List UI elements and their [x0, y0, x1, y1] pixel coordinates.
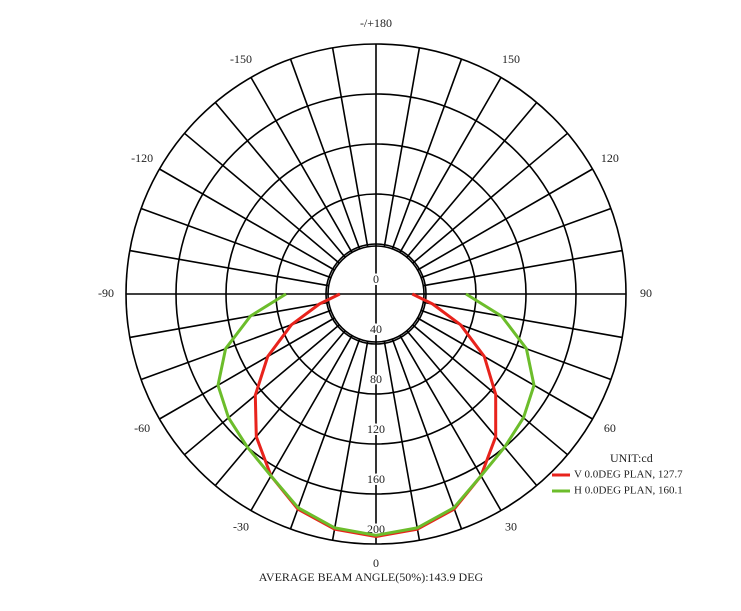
theta-tick-label: -150 — [230, 52, 252, 66]
grid-ring — [275, 193, 477, 395]
grid-ring — [125, 43, 627, 545]
r-tick-label: 80 — [370, 372, 382, 386]
spoke — [250, 77, 353, 253]
spoke — [412, 324, 569, 456]
spoke — [289, 58, 361, 250]
legend-label: H 0.0DEG PLAN, 160.1 — [574, 485, 683, 497]
spoke — [423, 249, 623, 287]
series-line — [216, 292, 536, 537]
spoke — [383, 47, 421, 247]
theta-tick-label: -30 — [233, 520, 249, 534]
theta-tick-label: 60 — [604, 421, 616, 435]
spoke — [420, 207, 612, 279]
theta-tick-label: 90 — [640, 286, 652, 300]
spoke — [183, 324, 340, 456]
spoke — [129, 301, 329, 339]
legend-label: V 0.0DEG PLAN, 127.7 — [574, 469, 683, 481]
theta-tick-label: -120 — [131, 151, 153, 165]
spoke — [159, 317, 335, 420]
spoke — [391, 338, 463, 530]
r-tick-label: 0 — [373, 272, 379, 286]
spoke — [417, 317, 593, 420]
spoke — [399, 335, 502, 511]
spoke — [420, 309, 612, 381]
spoke — [406, 101, 538, 258]
theta-tick-label: 0 — [373, 556, 379, 570]
grid-ring — [225, 143, 527, 445]
spoke — [129, 249, 329, 287]
inner-circle — [327, 245, 425, 343]
theta-tick-label: 30 — [505, 520, 517, 534]
legend-title: UNIT:cd — [610, 451, 653, 465]
spoke — [391, 58, 463, 250]
spoke — [183, 132, 340, 264]
spoke — [399, 77, 502, 253]
spoke — [214, 330, 346, 487]
spoke — [140, 309, 332, 381]
spoke — [417, 168, 593, 271]
theta-tick-label: 150 — [502, 52, 520, 66]
spoke — [406, 330, 538, 487]
spoke — [289, 338, 361, 530]
spoke — [140, 207, 332, 279]
theta-tick-label: -60 — [134, 421, 150, 435]
spoke — [331, 47, 369, 247]
spoke — [423, 301, 623, 339]
spoke — [331, 341, 369, 541]
r-tick-label: 40 — [370, 322, 382, 336]
spoke — [250, 335, 353, 511]
r-tick-label: 120 — [367, 422, 385, 436]
annotation: AVERAGE BEAM ANGLE(50%):143.9 DEG — [259, 570, 484, 584]
theta-tick-label: 120 — [601, 151, 619, 165]
grid-ring — [325, 243, 427, 345]
grid-ring — [175, 93, 577, 495]
spoke — [383, 341, 421, 541]
spoke — [159, 168, 335, 271]
theta-tick-label: -90 — [98, 286, 114, 300]
theta-tick-label: -/+180 — [360, 16, 392, 30]
spoke — [214, 101, 346, 258]
spoke — [412, 132, 569, 264]
r-tick-label: 160 — [367, 472, 385, 486]
